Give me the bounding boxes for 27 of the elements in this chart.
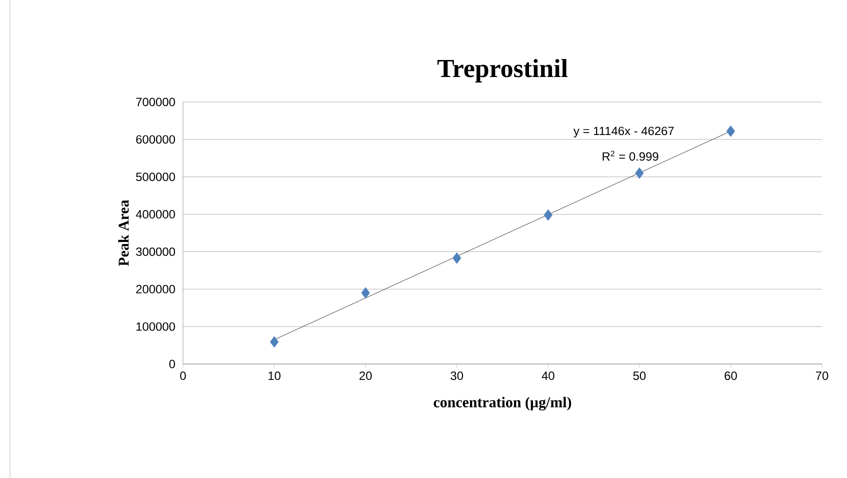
x-tick-label: 10: [268, 372, 280, 380]
y-axis-title: Peak Area: [118, 200, 129, 266]
x-tick-label: 50: [633, 372, 646, 380]
x-axis-title: concentration (µg/ml): [434, 396, 572, 410]
y-tick-label: 400000: [136, 210, 176, 219]
y-tick-label: 300000: [136, 247, 176, 256]
x-tick-label: 60: [724, 372, 737, 380]
point: [270, 336, 279, 348]
y-tick-label: 700000: [136, 98, 176, 106]
annotation: y = 11146x - 46267: [573, 126, 674, 138]
chart-title: Treprostinil: [437, 59, 568, 82]
y-tick-label: 0: [169, 360, 176, 368]
point: [452, 252, 462, 264]
point: [361, 287, 370, 299]
point: [544, 209, 552, 221]
x-tick-label: 30: [450, 372, 464, 380]
y-tick-label: 500000: [136, 172, 176, 182]
x-tick-label: 20: [360, 372, 372, 380]
x-tick-label: 0: [180, 372, 186, 380]
annotation: R$^{2}$ = 0.999: [602, 150, 658, 161]
x-tick-label: 70: [816, 372, 828, 380]
point: [635, 167, 644, 179]
x-tick-label: 40: [542, 372, 554, 380]
y-tick-label: 200000: [136, 284, 176, 294]
point: [726, 125, 736, 137]
y-tick-label: 100000: [136, 322, 176, 331]
y-tick-label: 600000: [136, 135, 176, 144]
